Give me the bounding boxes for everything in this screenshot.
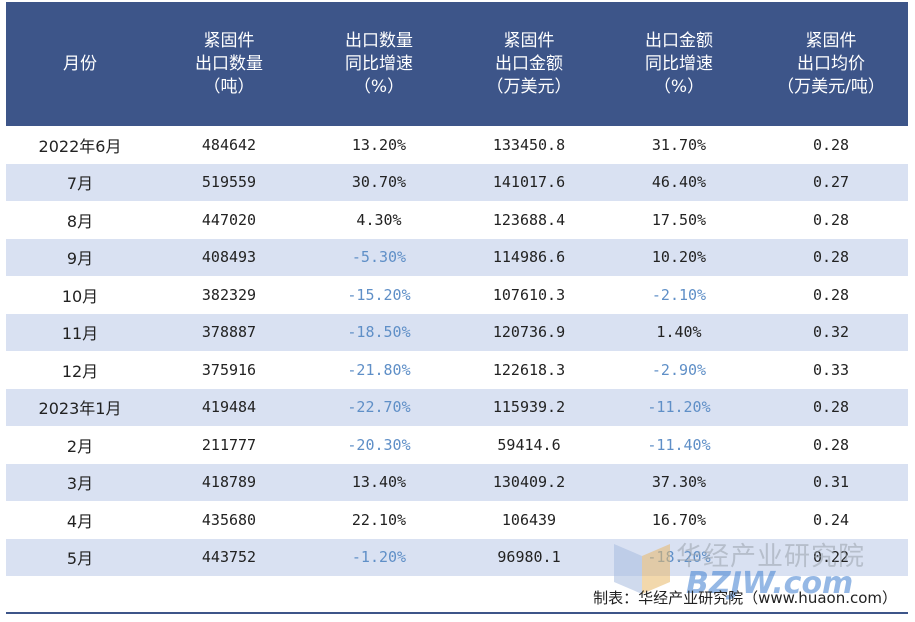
cell-qty-yoy: 13.40% [304,463,454,501]
cell-month: 12月 [6,351,154,389]
cell-export-qty: 419484 [154,388,304,426]
cell-avg-price: 0.28 [754,201,908,239]
cell-qty-yoy: -18.50% [304,313,454,351]
cell-avg-price: 0.28 [754,276,908,314]
cell-qty-yoy: 30.70% [304,163,454,201]
header-export-amount: 紧固件 出口金额 （万美元） [454,2,604,126]
cell-export-amount: 141017.6 [454,163,604,201]
table-row: 2月 211777 -20.30% 59414.6 -11.40% 0.28 [6,426,908,464]
cell-amount-yoy: -2.10% [604,276,754,314]
table-row: 7月 519559 30.70% 141017.6 46.40% 0.27 [6,163,908,201]
cell-month: 8月 [6,201,154,239]
cell-export-qty: 382329 [154,276,304,314]
header-row: 月份 紧固件 出口数量 （吨） 出口数量 同比增速 （%） 紧固件 出口金额 （万美元） 出口金额同… [6,2,908,126]
cell-export-amount: 130409.2 [454,463,604,501]
cell-month: 10月 [6,276,154,314]
cell-export-qty: 519559 [154,163,304,201]
cell-avg-price: 0.28 [754,388,908,426]
cell-export-amount: 96980.1 [454,538,604,576]
cell-qty-yoy: -21.80% [304,351,454,389]
cell-export-amount: 122618.3 [454,351,604,389]
cell-avg-price: 0.33 [754,351,908,389]
cell-month: 3月 [6,463,154,501]
cell-export-qty: 484642 [154,126,304,164]
cell-export-qty: 211777 [154,426,304,464]
cell-export-qty: 447020 [154,201,304,239]
cell-qty-yoy: 4.30% [304,201,454,239]
cell-avg-price: 0.24 [754,501,908,539]
source-note: 制表：华经产业研究院（www.huaon.com） [593,589,897,607]
cell-avg-price: 0.28 [754,126,908,164]
cell-export-amount: 115939.2 [454,388,604,426]
cell-export-amount: 114986.6 [454,238,604,276]
cell-month: 11月 [6,313,154,351]
cell-avg-price: 0.28 [754,238,908,276]
cell-export-qty: 378887 [154,313,304,351]
cell-amount-yoy: -11.20% [604,388,754,426]
cell-amount-yoy: 31.70% [604,126,754,164]
table-body: 2022年6月 484642 13.20% 133450.8 31.70% 0.28 7月 5… [6,126,908,576]
cell-qty-yoy: -22.70% [304,388,454,426]
cell-export-amount: 123688.4 [454,201,604,239]
cell-month: 4月 [6,501,154,539]
table-row: 12月 375916 -21.80% 122618.3 -2.90% 0.33 [6,351,908,389]
cell-amount-yoy: -2.90% [604,351,754,389]
cell-export-amount: 120736.9 [454,313,604,351]
cell-avg-price: 0.32 [754,313,908,351]
cell-month: 2月 [6,426,154,464]
cell-qty-yoy: -20.30% [304,426,454,464]
cell-export-amount: 59414.6 [454,426,604,464]
header-amount-yoy: 出口金额 同比增速 （%） [604,2,754,126]
cell-export-qty: 375916 [154,351,304,389]
table-row: 8月 447020 4.30% 123688.4 17.50% 0.28 [6,201,908,239]
cell-amount-yoy: 1.40% [604,313,754,351]
cell-export-amount: 133450.8 [454,126,604,164]
cell-month: 2023年1月 [6,388,154,426]
table-row: 9月 408493 -5.30% 114986.6 10.20% 0.28 [6,238,908,276]
cell-export-qty: 408493 [154,238,304,276]
export-table: 月份 紧固件 出口数量 （吨） 出口数量 同比增速 （%） 紧固件 出口金额 （万美元） 出口金额同… [6,2,908,576]
cell-avg-price: 0.28 [754,426,908,464]
cell-amount-yoy: -11.40% [604,426,754,464]
cell-export-amount: 107610.3 [454,276,604,314]
bottom-rule [6,612,908,614]
cell-export-qty: 435680 [154,501,304,539]
cell-avg-price: 0.22 [754,538,908,576]
header-qty-yoy: 出口数量 同比增速 （%） [304,2,454,126]
cell-qty-yoy: -15.20% [304,276,454,314]
cell-qty-yoy: 13.20% [304,126,454,164]
cell-avg-price: 0.27 [754,163,908,201]
cell-amount-yoy: 17.50% [604,201,754,239]
table-row: 10月 382329 -15.20% 107610.3 -2.10% 0.28 [6,276,908,314]
cell-month: 5月 [6,538,154,576]
cell-month: 9月 [6,238,154,276]
header-month: 月份 [6,2,154,126]
cell-qty-yoy: -5.30% [304,238,454,276]
cell-amount-yoy: 37.30% [604,463,754,501]
table-row: 11月 378887 -18.50% 120736.9 1.40% 0.32 [6,313,908,351]
cell-qty-yoy: -1.20% [304,538,454,576]
cell-export-qty: 418789 [154,463,304,501]
cell-qty-yoy: 22.10% [304,501,454,539]
watermark-logo: 华经产业研究院 BZJW.com [608,536,908,601]
cell-month: 2022年6月 [6,126,154,164]
header-avg-price: 紧固件 出口均价 （万美元/吨） [754,2,908,126]
table-row: 3月 418789 13.40% 130409.2 37.30% 0.31 [6,463,908,501]
cell-amount-yoy: 10.20% [604,238,754,276]
cell-export-amount: 106439 [454,501,604,539]
table-row: 2022年6月 484642 13.20% 133450.8 31.70% 0.28 [6,126,908,164]
data-table-container: 月份 紧固件 出口数量 （吨） 出口数量 同比增速 （%） 紧固件 出口金额 （万美元） 出口金额同… [6,2,908,576]
cell-month: 7月 [6,163,154,201]
watermark-text-cn: 华经产业研究院 [676,542,866,572]
table-row: 2023年1月 419484 -22.70% 115939.2 -11.20% 0.28 [6,388,908,426]
table-row: 4月 435680 22.10% 106439 16.70% 0.24 [6,501,908,539]
watermark-emblem-icon [614,544,670,594]
cell-amount-yoy: 16.70% [604,501,754,539]
watermark-text-en: BZJW.com [686,566,854,601]
cell-amount-yoy: 46.40% [604,163,754,201]
cell-export-qty: 443752 [154,538,304,576]
header-export-qty: 紧固件 出口数量 （吨） [154,2,304,126]
cell-avg-price: 0.31 [754,463,908,501]
